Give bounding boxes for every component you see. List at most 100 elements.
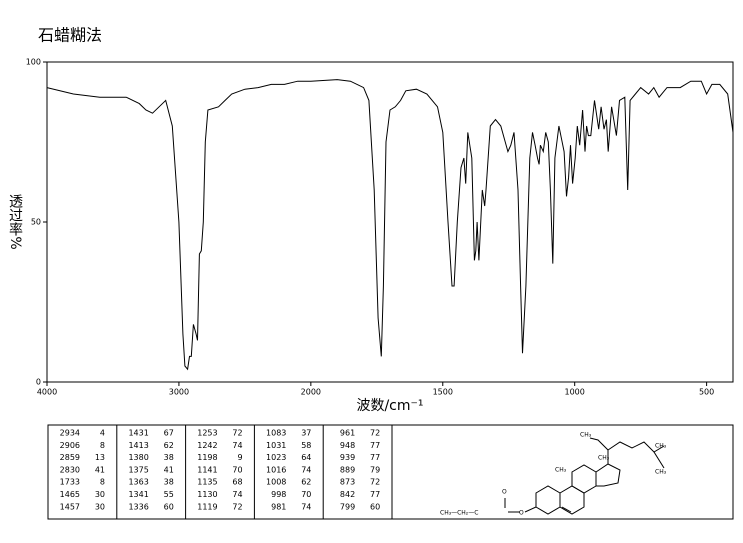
y-tick-label: 100: [26, 58, 41, 67]
y-tick-label: 50: [31, 218, 41, 227]
peak-wavenumber: 1016: [266, 465, 286, 474]
group-label: CH₃: [655, 469, 667, 476]
peak-transmittance: 74: [301, 502, 311, 511]
x-tick-label: 2000: [301, 388, 321, 397]
peak-transmittance: 55: [164, 490, 174, 499]
peak-wavenumber: 1380: [128, 453, 148, 462]
ring-d: [595, 463, 621, 487]
peak-wavenumber: 961: [340, 429, 355, 438]
peak-transmittance: 58: [301, 441, 311, 450]
peak-wavenumber: 1119: [197, 502, 217, 511]
peak-transmittance: 79: [370, 465, 380, 474]
peak-transmittance: 8: [100, 441, 105, 450]
y-tick-label: 0: [36, 378, 41, 387]
peak-wavenumber: 981: [271, 502, 286, 511]
peak-transmittance: 38: [164, 453, 174, 462]
table-frame: [47, 424, 734, 520]
peak-transmittance: 72: [232, 502, 242, 511]
group-label: CH₃—CH₂—C: [440, 510, 478, 517]
peak-transmittance: 41: [95, 465, 105, 474]
peak-transmittance: 72: [370, 478, 380, 487]
peak-wavenumber: 2830: [60, 465, 80, 474]
peak-transmittance: 67: [164, 429, 174, 438]
peak-transmittance: 77: [370, 490, 380, 499]
peak-wavenumber: 948: [340, 441, 355, 450]
ring-c: [571, 464, 597, 494]
peak-wavenumber: 1083: [266, 429, 286, 438]
peak-transmittance: 30: [95, 502, 105, 511]
peak-transmittance: 68: [232, 478, 242, 487]
side-chain: [589, 437, 609, 464]
peak-transmittance: 4: [100, 429, 105, 438]
peak-wavenumber: 1141: [197, 465, 217, 474]
peak-wavenumber: 873: [340, 478, 355, 487]
ester-bond: [524, 506, 537, 513]
peak-wavenumber: 998: [271, 490, 286, 499]
group-label: CH₃: [655, 443, 667, 450]
peak-wavenumber: 1198: [197, 453, 217, 462]
peak-transmittance: 60: [164, 502, 174, 511]
x-axis-label: 波数/cm⁻¹: [356, 398, 423, 414]
peak-wavenumber: 1031: [266, 441, 286, 450]
peak-transmittance: 38: [164, 478, 174, 487]
structure: [504, 437, 665, 515]
peak-transmittance: 37: [301, 429, 311, 438]
peak-transmittance: 70: [301, 490, 311, 499]
peak-wavenumber: 1413: [128, 441, 148, 450]
group-label: CH₃: [555, 467, 567, 474]
peak-wavenumber: 939: [340, 453, 355, 462]
peak-transmittance: 9: [238, 453, 243, 462]
peak-transmittance: 72: [232, 429, 242, 438]
peak-wavenumber: 1135: [197, 478, 217, 487]
x-tick-label: 3000: [169, 388, 189, 397]
peak-wavenumber: 842: [340, 490, 355, 499]
peak-transmittance: 77: [370, 441, 380, 450]
peak-wavenumber: 2934: [60, 429, 80, 438]
x-tick-label: 1000: [565, 388, 585, 397]
y-axis-label: 透过率%: [7, 194, 23, 249]
peak-transmittance: 30: [95, 490, 105, 499]
peak-wavenumber: 1023: [266, 453, 286, 462]
peak-transmittance: 13: [95, 453, 105, 462]
peak-transmittance: 8: [100, 478, 105, 487]
ring-a: [535, 485, 561, 515]
x-tick-label: 4000: [37, 388, 57, 397]
peak-wavenumber: 1242: [197, 441, 217, 450]
peak-wavenumber: 2859: [60, 453, 80, 462]
peak-transmittance: 77: [370, 453, 380, 462]
side-chain: [653, 451, 665, 469]
ring-b: [559, 485, 585, 515]
peak-transmittance: 62: [301, 478, 311, 487]
peak-wavenumber: 1341: [128, 490, 148, 499]
x-tick-label: 1500: [433, 388, 453, 397]
peak-wavenumber: 1457: [60, 502, 80, 511]
peak-wavenumber: 1375: [128, 465, 148, 474]
side-chain: [607, 441, 665, 453]
peak-wavenumber: 1465: [60, 490, 80, 499]
peak-transmittance: 64: [301, 453, 311, 462]
peak-transmittance: 74: [232, 490, 242, 499]
peak-wavenumber: 1733: [60, 478, 80, 487]
peak-transmittance: 41: [164, 465, 174, 474]
peak-wavenumber: 1431: [128, 429, 148, 438]
peak-wavenumber: 1130: [197, 490, 217, 499]
peak-wavenumber: 889: [340, 465, 355, 474]
double-bond: [561, 506, 572, 513]
peak-wavenumber: 1253: [197, 429, 217, 438]
peak-transmittance: 70: [232, 465, 242, 474]
group-label: CH₃: [598, 455, 610, 462]
peak-wavenumber: 1363: [128, 478, 148, 487]
peak-transmittance: 74: [232, 441, 242, 450]
peak-transmittance: 74: [301, 465, 311, 474]
peak-transmittance: 60: [370, 502, 380, 511]
x-tick-label: 500: [699, 388, 714, 397]
peak-transmittance: 72: [370, 429, 380, 438]
peak-wavenumber: 1008: [266, 478, 286, 487]
group-label: O: [502, 489, 507, 496]
peak-wavenumber: 799: [340, 502, 355, 511]
spectrum-line: [46, 79, 734, 371]
peak-wavenumber: 2906: [60, 441, 80, 450]
chart-title: 石蜡糊法: [38, 26, 102, 45]
group-label: O: [519, 510, 524, 517]
